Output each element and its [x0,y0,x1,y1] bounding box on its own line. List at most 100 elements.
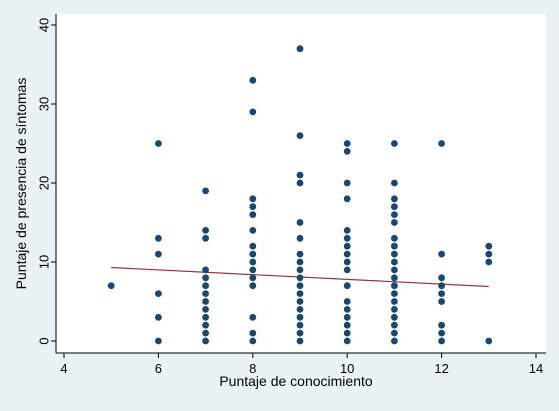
data-point [391,306,398,313]
data-point [296,171,304,179]
data-point [343,313,351,321]
data-point [343,298,351,305]
data-point [296,306,304,313]
data-point [343,195,351,203]
data-point [485,250,493,258]
data-point [296,290,304,297]
y-tick-label: 30 [37,97,52,111]
data-point [249,227,257,234]
data-point [343,258,351,266]
data-point [202,337,210,345]
data-point [155,290,162,297]
data-point [438,329,445,337]
data-point [296,266,304,274]
data-point [391,313,398,321]
data-point [155,140,162,147]
data-point [249,274,257,282]
data-point [343,306,351,313]
x-tick-label: 6 [155,361,162,376]
data-point [296,45,304,53]
x-tick-label: 14 [529,361,543,376]
data-point [296,219,304,226]
data-point [391,266,398,274]
data-point [391,337,398,345]
data-point [391,195,398,203]
data-point [296,234,304,242]
axes: 0 10 20 30 40 4 6 8 10 12 14 [37,14,546,376]
data-point [296,329,304,337]
data-point [202,298,210,305]
data-point [438,282,445,290]
data-point [202,321,210,329]
data-point [296,298,304,305]
data-point [343,234,351,242]
data-point [438,298,445,305]
data-point [249,108,257,116]
data-point [202,274,210,282]
data-point [202,290,210,297]
data-point [202,313,210,321]
data-point [296,274,304,282]
data-point [202,306,210,313]
data-point [202,187,210,195]
data-point [438,274,445,282]
data-point [343,266,351,274]
data-point [343,321,351,329]
data-point [249,203,257,211]
data-point [485,242,493,250]
data-point [296,313,304,321]
data-point [391,274,398,282]
data-point [296,250,304,258]
data-point [296,282,304,290]
data-point [391,203,398,211]
x-tick-label: 4 [60,361,67,376]
data-point [249,242,257,250]
data-point [155,313,162,321]
data-point [391,179,398,187]
data-point [343,250,351,258]
data-point [343,242,351,250]
data-point [343,179,351,187]
data-point [249,258,257,266]
data-point [107,282,115,290]
data-point [202,282,210,290]
data-point [155,250,162,258]
data-point [438,337,445,345]
data-point [485,337,493,345]
x-tick-label: 10 [340,361,354,376]
y-tick-label: 10 [37,255,52,269]
data-point [249,313,257,321]
data-point [249,337,257,345]
data-point [249,282,257,290]
data-point [391,211,398,219]
data-point [249,76,257,84]
data-point [391,329,398,337]
y-tick-label: 20 [37,176,52,190]
y-axis-label: Puntaje de presencia de síntomas [13,78,29,290]
data-point [249,266,257,274]
data-point [296,337,304,345]
data-point [296,179,304,187]
data-point [391,234,398,242]
points-layer [107,45,493,345]
data-point [343,329,351,337]
data-point [155,234,162,242]
data-point [202,329,210,337]
data-point [202,234,210,242]
data-point [438,321,445,329]
data-point [438,140,445,147]
data-point [202,266,210,274]
data-point [343,148,351,155]
data-point [343,282,351,290]
data-point [155,337,162,345]
data-point [391,242,398,250]
data-point [391,282,398,290]
data-point [249,250,257,258]
x-tick-label: 8 [249,361,256,376]
data-point [391,219,398,226]
data-point [343,337,351,345]
data-point [249,329,257,337]
x-axis-label: Puntaje de conocimiento [219,373,373,389]
